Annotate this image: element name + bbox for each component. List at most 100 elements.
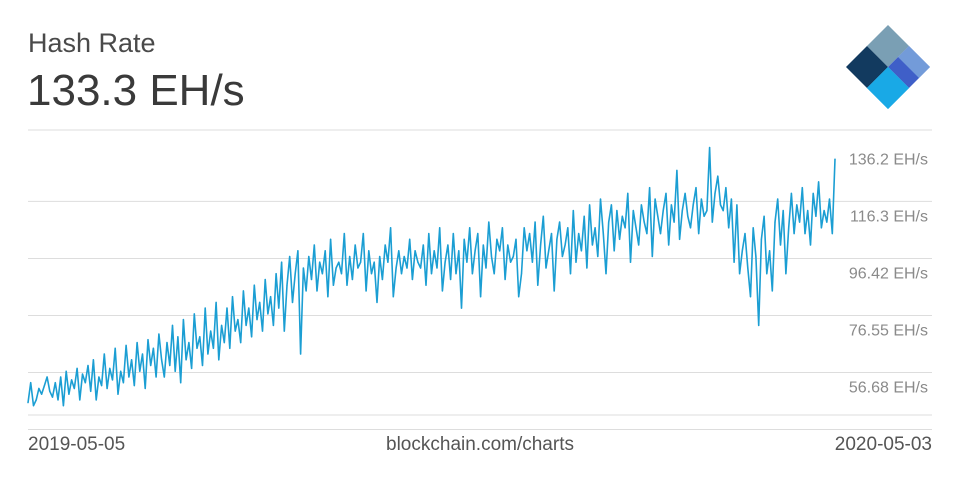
data-point bbox=[452, 233, 454, 235]
y-tick-label: 56.68 EH/s bbox=[849, 380, 928, 397]
data-point bbox=[177, 336, 179, 338]
y-tick-label: 76.55 EH/s bbox=[849, 323, 928, 340]
data-point bbox=[496, 238, 498, 240]
data-point bbox=[567, 227, 569, 229]
data-point bbox=[501, 227, 503, 229]
data-point bbox=[485, 267, 487, 269]
data-point bbox=[736, 204, 738, 206]
data-point bbox=[444, 261, 446, 263]
data-point bbox=[237, 319, 239, 321]
data-point bbox=[54, 382, 56, 384]
data-point bbox=[548, 250, 550, 252]
data-point bbox=[777, 198, 779, 200]
data-point bbox=[163, 376, 165, 378]
data-point bbox=[144, 387, 146, 390]
data-point bbox=[411, 278, 413, 281]
data-point bbox=[270, 296, 272, 298]
data-point bbox=[755, 255, 757, 258]
data-point bbox=[463, 238, 465, 240]
data-point bbox=[294, 273, 296, 275]
data-point bbox=[370, 273, 373, 275]
data-point bbox=[297, 250, 299, 252]
data-point bbox=[471, 273, 473, 275]
data-point bbox=[580, 250, 583, 252]
data-point bbox=[193, 313, 195, 315]
data-point bbox=[564, 244, 566, 246]
data-point bbox=[79, 399, 81, 401]
grid-lines bbox=[28, 129, 932, 431]
data-point bbox=[523, 227, 525, 229]
data-point bbox=[57, 399, 59, 401]
data-point bbox=[171, 324, 174, 326]
data-point bbox=[458, 250, 460, 252]
data-point bbox=[313, 244, 315, 246]
data-point bbox=[659, 233, 662, 235]
data-point bbox=[586, 267, 588, 269]
data-point bbox=[610, 204, 613, 206]
data-point bbox=[308, 255, 310, 258]
data-point bbox=[267, 313, 269, 315]
data-point bbox=[340, 273, 343, 275]
data-point bbox=[335, 267, 337, 269]
data-point bbox=[324, 250, 326, 252]
data-point bbox=[722, 210, 724, 212]
data-point bbox=[561, 255, 564, 258]
data-point bbox=[349, 255, 351, 258]
data-point bbox=[248, 307, 250, 309]
data-point bbox=[834, 158, 836, 160]
data-point bbox=[540, 244, 542, 246]
data-point bbox=[223, 342, 225, 344]
y-tick-label: 96.42 EH/s bbox=[849, 266, 928, 283]
data-point bbox=[477, 233, 479, 235]
data-point bbox=[515, 238, 517, 240]
data-point bbox=[747, 267, 749, 269]
data-point bbox=[719, 204, 722, 206]
data-point bbox=[692, 204, 694, 206]
data-point bbox=[180, 382, 182, 384]
data-point bbox=[169, 364, 171, 367]
data-point bbox=[373, 261, 375, 263]
data-point bbox=[545, 267, 547, 269]
data-point bbox=[221, 324, 223, 326]
current-hash-rate: 133.3 EH/s bbox=[27, 66, 245, 115]
data-point bbox=[689, 227, 692, 229]
data-point bbox=[392, 296, 394, 298]
data-point bbox=[706, 210, 708, 212]
data-point bbox=[815, 215, 817, 217]
data-point bbox=[613, 250, 615, 252]
data-point bbox=[741, 250, 743, 252]
data-point bbox=[698, 233, 700, 235]
data-point bbox=[632, 210, 634, 212]
data-point bbox=[207, 353, 209, 355]
data-point bbox=[92, 359, 94, 361]
data-point bbox=[823, 210, 825, 212]
data-point bbox=[673, 221, 675, 223]
data-point bbox=[155, 376, 157, 378]
data-point bbox=[81, 373, 84, 375]
data-point bbox=[87, 364, 89, 367]
data-point bbox=[316, 290, 318, 292]
data-point bbox=[275, 273, 277, 275]
data-point bbox=[507, 244, 509, 246]
data-point bbox=[310, 278, 313, 281]
data-point bbox=[774, 221, 776, 223]
data-point bbox=[128, 376, 130, 378]
data-point bbox=[332, 284, 334, 286]
data-point bbox=[785, 273, 787, 275]
data-point bbox=[68, 393, 70, 395]
data-point bbox=[616, 210, 618, 212]
data-point bbox=[234, 330, 236, 332]
chart-title: Hash Rate bbox=[28, 28, 156, 58]
data-point bbox=[131, 359, 133, 361]
data-point bbox=[245, 324, 247, 326]
data-point bbox=[591, 244, 594, 246]
data-point bbox=[291, 301, 294, 303]
data-point bbox=[608, 221, 610, 223]
data-point bbox=[147, 339, 149, 341]
data-point bbox=[801, 187, 803, 189]
data-point bbox=[537, 284, 539, 286]
data-point bbox=[264, 278, 266, 281]
data-point bbox=[526, 250, 528, 252]
data-point bbox=[414, 250, 416, 252]
data-point bbox=[490, 255, 493, 258]
